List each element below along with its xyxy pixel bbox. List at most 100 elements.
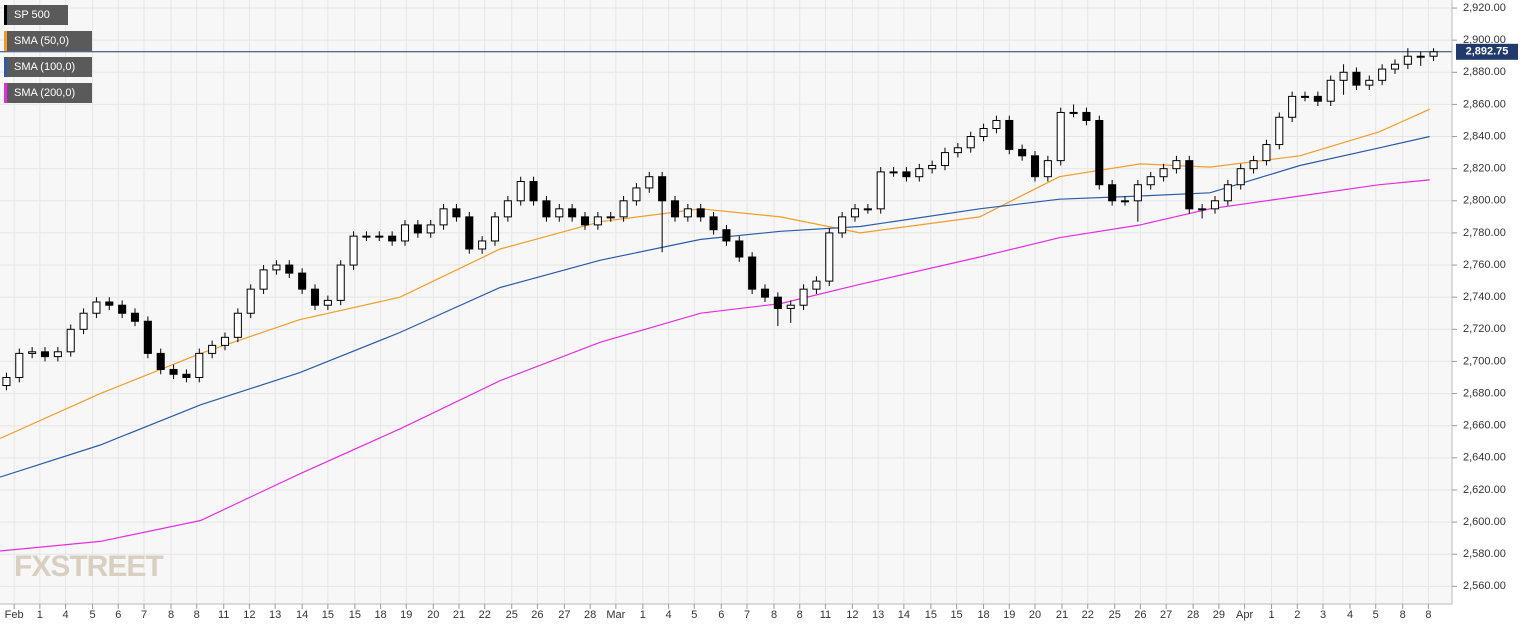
candle-body [40,351,50,358]
candle-body [156,352,165,370]
legend: SP 500 SMA (50,0) SMA (100,0) SMA (200,0) [4,5,92,103]
candle-body [863,208,872,211]
candle-body [966,136,975,149]
candle-body [400,224,410,242]
candle-body [285,264,294,274]
candle-body [53,351,62,358]
candle-body [850,208,860,218]
candle-body [748,256,757,290]
candle-body [1056,111,1065,162]
x-tick-label: 8 [168,609,174,621]
candle-body [362,235,371,238]
candle-body [503,200,512,218]
candle-body [645,176,654,189]
x-tick-label: 8 [1400,609,1406,621]
x-tick-label: 7 [141,609,147,621]
candle-body [812,280,821,290]
candle-body [1030,155,1040,178]
candle-body [1352,71,1361,86]
candle-body [490,216,500,242]
candle-body [876,171,885,210]
candle-body [1403,55,1412,65]
candle-body [1108,184,1117,202]
candle-body [15,352,24,379]
x-tick-label: 5 [691,609,697,621]
candle-body [838,216,847,234]
legend-box [4,57,92,77]
watermark: FXSTREET [14,550,163,583]
candle-body [105,301,114,306]
candle-body [2,377,11,387]
candle-body [143,320,152,354]
y-tick-label: 2,920.00 [1463,2,1506,14]
candle-body [1018,148,1027,157]
candle-body [1159,168,1168,178]
candle-body [1249,160,1258,170]
candle-body [773,296,782,309]
legend-label: SMA (50,0) [14,35,69,47]
x-tick-label: 11 [218,609,229,621]
candle-body [1236,168,1245,186]
candle-body [310,288,320,306]
candle-body [1210,200,1220,210]
candle-body [1069,111,1078,114]
candle-body [1365,79,1374,86]
y-tick-label: 2,640.00 [1463,452,1506,464]
candle-body [375,235,384,238]
candle-body [272,264,281,271]
x-tick-label: 19 [400,609,412,621]
y-tick-label: 2,860.00 [1463,98,1506,110]
candle-body [619,200,628,218]
x-tick-label: 1 [37,609,43,621]
candle-body [259,269,268,290]
legend-box [4,5,68,25]
candle-body [1300,95,1310,98]
candle-body [1390,63,1400,70]
x-tick-label: 13 [872,609,884,621]
candle-body [1005,119,1014,150]
candle-body [1120,200,1130,203]
x-tick-label: 22 [1082,609,1094,621]
x-tick-label: 19 [1003,609,1015,621]
candle-body [169,368,178,375]
x-tick-label: 15 [950,609,962,621]
candle-body [1146,176,1155,186]
legend-swatch [4,5,7,25]
candle-body [735,240,744,258]
x-tick-label: 4 [1347,609,1353,621]
y-tick-label: 2,840.00 [1463,130,1506,142]
y-tick-label: 2,880.00 [1463,66,1506,78]
candle-body [786,304,795,309]
candle-body [696,208,705,218]
x-tick-label: 8 [771,609,777,621]
legend-box [4,31,92,51]
candle-body [465,216,474,250]
candle-body [542,200,551,218]
y-tick-label: 2,720.00 [1463,323,1506,335]
x-tick-label: 22 [479,609,491,621]
x-tick-label: 14 [296,609,308,621]
candle-body [709,216,718,231]
candle-body [555,208,564,218]
candle-body [336,264,345,301]
x-tick-label: Mar [606,609,625,621]
x-tick-label: 3 [1320,609,1326,621]
x-tick-label: 26 [531,609,543,621]
candle-body [413,224,422,234]
candle-body [683,208,692,218]
x-tick-label: 13 [269,609,281,621]
x-tick-label: 15 [349,609,361,621]
candle-body [658,176,667,202]
candle-body [902,171,911,178]
y-tick-label: 2,740.00 [1463,291,1506,303]
candle-body [953,147,962,154]
x-tick-label: 14 [898,609,910,621]
x-tick-label: 12 [243,609,255,621]
candle-body [632,187,641,202]
candle-body [670,200,680,218]
x-tick-label: 25 [506,609,518,621]
x-tick-label: 21 [453,609,465,621]
legend-box [4,83,92,103]
y-tick-label: 2,600.00 [1463,516,1506,528]
candle-body [1223,184,1232,202]
